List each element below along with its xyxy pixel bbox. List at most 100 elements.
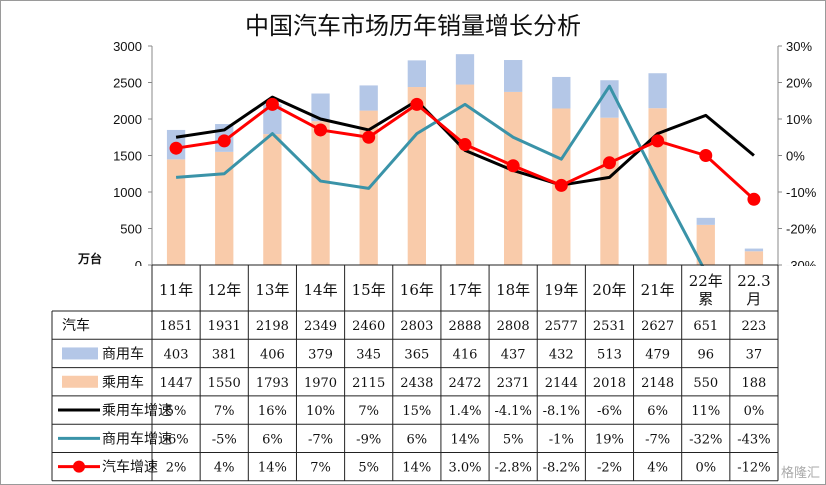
table-cell: 1970 [304, 376, 337, 391]
table-cell: 1851 [160, 319, 193, 334]
bar-commercial [455, 54, 475, 85]
table-cell: 2198 [256, 319, 289, 334]
table-row-label: 汽车增速 [102, 459, 158, 476]
table-cell: 403 [164, 347, 189, 362]
point-total-growth [699, 149, 713, 162]
point-total-growth [506, 159, 520, 173]
x-tick-label: 13年 [255, 281, 289, 299]
bar-commercial [504, 60, 523, 92]
bar-commercial [359, 85, 378, 111]
table-cell: -7% [645, 432, 670, 447]
x-tick-label: 20年 [592, 281, 626, 299]
x-tick-label: 22年 [689, 272, 723, 290]
table-cell: 5% [166, 404, 187, 419]
bar-passenger [696, 224, 715, 265]
table-cell: 14% [402, 461, 431, 476]
table-cell: 14% [451, 432, 480, 447]
table-cell: 345 [356, 347, 381, 362]
table-cell: 2371 [497, 376, 530, 391]
y-tick-label: 2000 [113, 112, 142, 127]
table-cell: 2460 [352, 319, 385, 334]
y-tick-label: 1000 [113, 185, 142, 200]
table-cell: -43% [737, 432, 770, 447]
bar-passenger [504, 91, 523, 266]
y-tick-label: 500 [120, 222, 142, 237]
point-total-growth [217, 134, 231, 148]
table-cell: 513 [597, 347, 622, 362]
table-cell: 0% [695, 461, 716, 476]
legend-key-bar [62, 347, 98, 360]
table-cell: 6% [407, 432, 428, 447]
legend-key-bar [62, 375, 98, 388]
table-cell: 2888 [448, 319, 481, 334]
bar-commercial [552, 76, 571, 109]
point-total-growth [554, 178, 568, 192]
legend-key-marker [73, 460, 85, 473]
table-cell: 0% [744, 404, 765, 419]
table-cell: 6% [647, 404, 668, 419]
table-cell: 6% [262, 432, 283, 447]
table-cell: 381 [212, 347, 237, 362]
table-row-label: 汽车 [62, 317, 90, 334]
y-tick-label: 3000 [113, 39, 142, 54]
table-row-label: 商用车增速 [102, 430, 172, 447]
bar-passenger [407, 87, 426, 265]
table-cell: 479 [645, 347, 670, 362]
table-cell: -4.1% [494, 404, 531, 419]
table-cell: 2627 [641, 319, 674, 334]
x-tick-label-line2: 月 [746, 290, 761, 308]
x-tick-label: 19年 [544, 281, 578, 299]
table-cell: -32% [689, 432, 722, 447]
table-cell: -9% [356, 432, 381, 447]
bar-commercial [311, 93, 330, 122]
table-cell: 432 [549, 347, 574, 362]
line-commercial-growth [175, 84, 755, 314]
table-cell: 2472 [448, 376, 481, 391]
y2-tick-label: -10% [786, 185, 817, 200]
table-cell: 550 [693, 376, 718, 391]
table-cell: -8.1% [543, 404, 580, 419]
table-cell: 437 [501, 347, 526, 362]
x-tick-label: 15年 [352, 281, 386, 299]
table-cell: 7% [214, 404, 235, 419]
x-tick-label: 21年 [641, 281, 675, 299]
x-tick-label: 22.3 [737, 272, 770, 290]
table-cell: -6% [597, 404, 622, 419]
table-row-label: 乘用车增速 [102, 402, 172, 419]
bar-passenger [215, 151, 234, 265]
table-cell: 2808 [497, 319, 530, 334]
point-total-growth [458, 138, 472, 152]
table-cell: -6% [164, 432, 189, 447]
table-cell: -2% [597, 461, 622, 476]
point-total-growth [747, 192, 761, 206]
x-tick-label: 16年 [400, 281, 434, 299]
point-total-growth [362, 130, 376, 144]
table-cell: 14% [258, 461, 287, 476]
x-tick-label: 12年 [207, 281, 241, 299]
bar-passenger [455, 84, 475, 265]
point-total-growth [265, 97, 279, 111]
table-cell: 5% [358, 461, 379, 476]
bar-commercial [648, 73, 667, 109]
table-cell: 4% [647, 461, 668, 476]
table-background [1, 266, 824, 483]
table-cell: 2148 [641, 376, 674, 391]
table-cell: 7% [358, 404, 379, 419]
x-tick-label: 11年 [159, 281, 193, 299]
table-cell: 1793 [256, 376, 289, 391]
table-cell: 7% [310, 461, 331, 476]
table-cell: 188 [742, 376, 767, 391]
table-cell: 15% [402, 404, 431, 419]
bar-passenger [744, 251, 764, 265]
y-tick-label: 0 [135, 258, 142, 273]
x-tick-label: 17年 [448, 281, 482, 299]
table-cell: 1550 [208, 376, 241, 391]
x-tick-label: 18年 [496, 281, 530, 299]
bar-commercial [600, 80, 619, 118]
table-cell: 1931 [208, 319, 241, 334]
y2-tick-label: -20% [786, 222, 817, 237]
y2-tick-label: 0% [786, 149, 805, 164]
table-cell: 2349 [304, 319, 337, 334]
bar-commercial [263, 104, 282, 135]
